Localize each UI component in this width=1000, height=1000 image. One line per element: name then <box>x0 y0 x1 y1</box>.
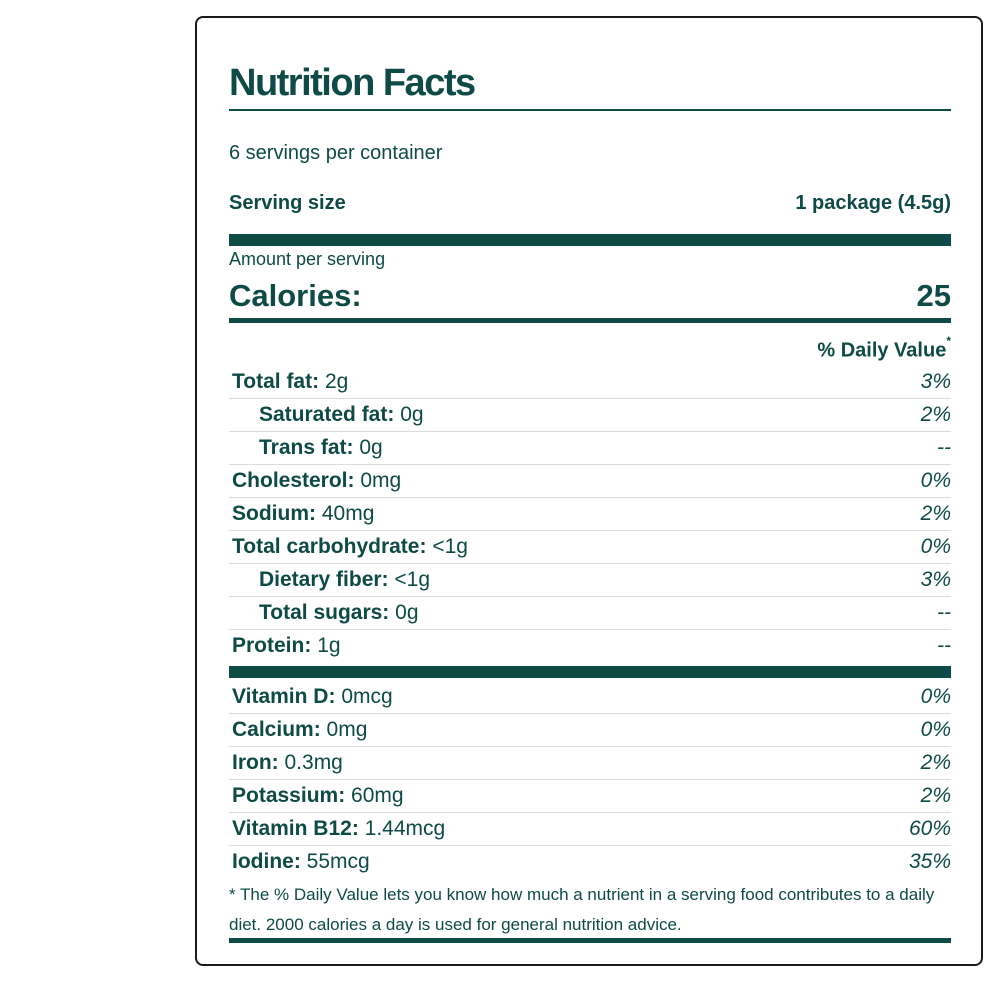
nutrient-daily-value: 0% <box>920 469 951 492</box>
nutrient-name: Saturated fat: <box>259 403 395 426</box>
vitamin-list: Vitamin D: 0mcg 0% Calcium: 0mg 0% Iron:… <box>229 680 951 878</box>
vitamin-amount: 55mcg <box>306 850 370 873</box>
nutrient-list: Total fat: 2g 3% Saturated fat: 0g 2% Tr… <box>229 365 951 662</box>
nutrient-name: Trans fat: <box>259 436 354 459</box>
nutrient-amount: 0g <box>400 403 424 426</box>
serving-size-value: 1 package (4.5g) <box>795 192 951 214</box>
vitamin-amount: 0.3mg <box>284 751 343 774</box>
nutrient-daily-value: 2% <box>920 403 951 426</box>
vitamin-daily-value: 0% <box>920 684 951 708</box>
nutrient-row: Dietary fiber: <1g 3% <box>229 563 951 596</box>
servings-per-container: 6 servings per container <box>229 142 443 164</box>
nutrient-row: Total carbohydrate: <1g 0% <box>229 530 951 563</box>
serving-size-row: Serving size 1 package (4.5g) <box>229 192 951 215</box>
daily-value-header: % Daily Value* <box>817 334 951 363</box>
title-divider <box>229 109 951 111</box>
nutrient-amount: <1g <box>432 535 468 558</box>
nutrient-amount: <1g <box>394 568 431 591</box>
nutrient-row: Cholesterol: 0mg 0% <box>229 464 951 497</box>
nutrient-name: Dietary fiber: <box>259 568 389 591</box>
vitamin-daily-value: 35% <box>908 850 951 873</box>
nutrient-row: Saturated fat: 0g 2% <box>229 398 951 431</box>
nutrient-amount: 1g <box>317 634 341 657</box>
vitamin-daily-value: 60% <box>908 817 951 840</box>
nutrient-daily-value: -- <box>937 601 951 624</box>
serving-size-label: Serving size <box>229 192 346 214</box>
nutrient-daily-value: 0% <box>920 535 951 558</box>
vitamin-name: Iron: <box>232 751 279 774</box>
nutrient-amount: 2g <box>324 369 349 393</box>
calories-divider <box>229 318 951 323</box>
vitamin-name: Potassium: <box>232 784 346 807</box>
nutrient-row: Total sugars: 0g -- <box>229 596 951 629</box>
vitamin-row: Iron: 0.3mg 2% <box>229 746 951 779</box>
nutrient-name: Total carbohydrate: <box>232 535 427 558</box>
nutrient-daily-value: 2% <box>920 502 951 525</box>
vitamin-amount: 0mcg <box>341 684 393 708</box>
vitamin-name: Vitamin B12: <box>232 817 359 840</box>
calories-label: Calories: <box>229 278 362 313</box>
vitamin-amount: 0mg <box>326 718 368 741</box>
amount-per-serving: Amount per serving <box>229 249 386 269</box>
vitamin-row: Iodine: 55mcg 35% <box>229 845 951 878</box>
vitamin-row: Vitamin B12: 1.44mcg 60% <box>229 812 951 845</box>
nutrient-daily-value: -- <box>937 634 951 657</box>
nutrient-amount: 0g <box>359 436 383 459</box>
nutrient-amount: 0g <box>395 601 419 624</box>
daily-value-asterisk: * <box>946 334 951 348</box>
vitamin-daily-value: 2% <box>920 751 951 774</box>
nutrient-name: Total sugars: <box>259 601 390 624</box>
calories-value: 25 <box>916 278 951 313</box>
thick-divider <box>229 234 951 246</box>
nutrient-name: Protein: <box>232 634 312 657</box>
vitamin-daily-value: 0% <box>920 718 951 741</box>
vitamin-row: Calcium: 0mg 0% <box>229 713 951 746</box>
calories-row: Calories: 25 <box>229 278 951 314</box>
vitamin-amount: 60mg <box>351 784 404 807</box>
nutrient-name: Cholesterol: <box>232 469 355 492</box>
nutrient-name: Total fat: <box>232 369 320 393</box>
nutrient-row: Total fat: 2g 3% <box>229 365 951 398</box>
nutrient-daily-value: 3% <box>920 369 951 393</box>
nutrient-row: Protein: 1g -- <box>229 629 951 662</box>
vitamins-divider <box>229 666 951 678</box>
vitamin-row: Vitamin D: 0mcg 0% <box>229 680 951 713</box>
nutrient-row: Trans fat: 0g -- <box>229 431 951 464</box>
nutrient-daily-value: 3% <box>920 568 951 591</box>
nutrition-label: Nutrition Facts 6 servings per container… <box>195 16 983 966</box>
nutrient-row: Sodium: 40mg 2% <box>229 497 951 530</box>
nutrient-amount: 40mg <box>321 502 375 525</box>
daily-value-header-text: % Daily Value <box>817 339 947 362</box>
nutrient-name: Sodium: <box>232 502 316 525</box>
vitamin-name: Vitamin D: <box>232 684 336 708</box>
nutrient-amount: 0mg <box>360 469 402 492</box>
vitamin-amount: 1.44mcg <box>364 817 446 840</box>
vitamin-daily-value: 2% <box>920 784 951 807</box>
footnote-divider <box>229 938 951 943</box>
nutrient-daily-value: -- <box>937 436 951 459</box>
daily-value-footnote: * The % Daily Value lets you know how mu… <box>229 885 935 934</box>
vitamin-row: Potassium: 60mg 2% <box>229 779 951 812</box>
vitamin-name: Iodine: <box>232 850 301 873</box>
label-title: Nutrition Facts <box>229 62 476 104</box>
vitamin-name: Calcium: <box>232 718 321 741</box>
